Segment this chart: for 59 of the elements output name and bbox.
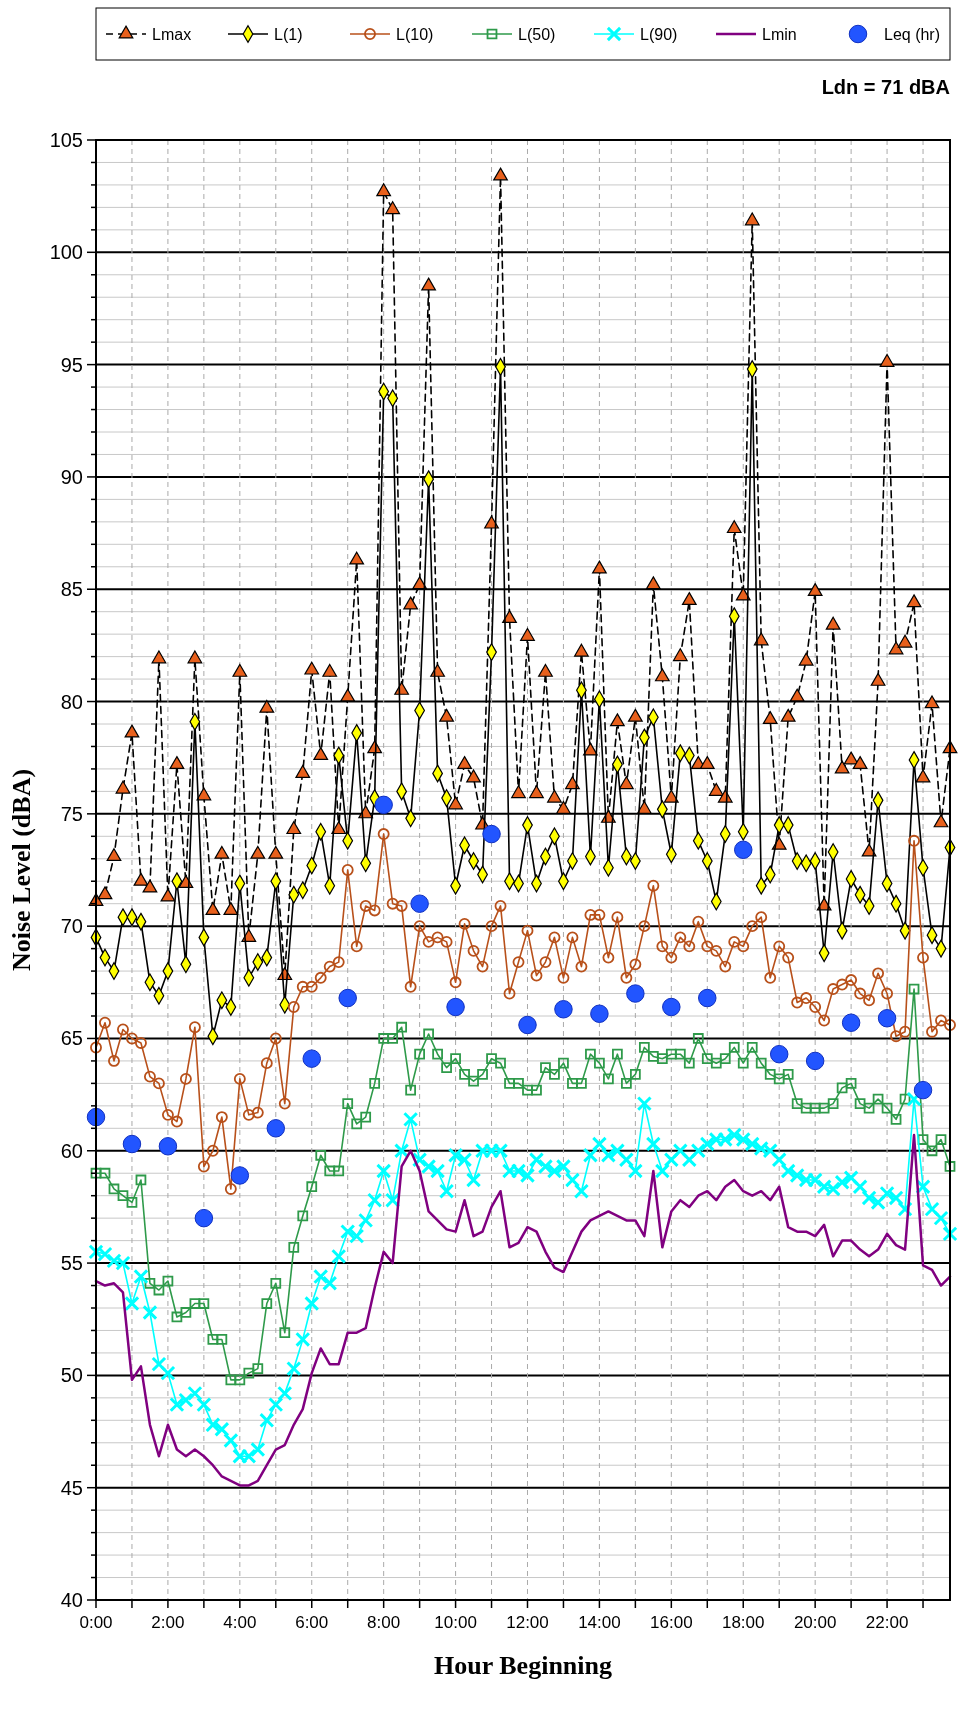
x-axis-title: Hour Beginning [434, 1651, 612, 1680]
y-tick-label: 100 [49, 241, 83, 264]
point [410, 894, 429, 913]
point [626, 984, 645, 1003]
point [662, 997, 681, 1017]
x-tick-label: 6:00 [295, 1613, 329, 1632]
point [482, 824, 501, 844]
y-tick-label: 95 [60, 353, 83, 376]
legend-label: Leq (hr) [884, 25, 941, 43]
legend-label: L(1) [274, 25, 303, 43]
y-tick-label: 55 [60, 1252, 83, 1275]
point [805, 1051, 825, 1071]
point [841, 1013, 861, 1032]
point [374, 795, 393, 815]
legend-label: L(50) [518, 25, 556, 43]
y-tick-label: 70 [60, 915, 83, 938]
legend-label: L(90) [640, 25, 678, 43]
point [518, 1015, 537, 1035]
y-axis-title: Noise Level (dBA) [7, 768, 36, 972]
y-tick-label: 80 [60, 690, 83, 713]
y-tick-label: 90 [60, 465, 83, 488]
y-tick-label: 60 [60, 1139, 83, 1162]
point [338, 988, 357, 1008]
text: Ldn = 71 dBA [821, 76, 950, 98]
legend-label: Lmax [152, 25, 192, 43]
x-tick-label: 0:00 [79, 1613, 113, 1632]
point [913, 1080, 933, 1100]
x-tick-label: 2:00 [151, 1613, 185, 1632]
point [122, 1134, 142, 1154]
y-tick-label: 50 [60, 1364, 83, 1387]
point [194, 1208, 214, 1228]
point [446, 997, 465, 1017]
point [734, 840, 753, 860]
x-tick-label: 20:00 [793, 1613, 837, 1632]
point [230, 1166, 250, 1185]
y-tick-label: 40 [60, 1589, 83, 1611]
legend-label: Lmin [762, 25, 797, 43]
point [698, 988, 717, 1008]
x-tick-label: 8:00 [367, 1613, 401, 1632]
x-tick-label: 16:00 [650, 1613, 693, 1632]
x-tick-label: 22:00 [865, 1613, 909, 1632]
point [302, 1049, 321, 1068]
point [158, 1137, 178, 1156]
y-tick-label: 75 [60, 802, 83, 825]
x-tick-label: 12:00 [506, 1613, 549, 1632]
x-tick-label: 14:00 [578, 1613, 621, 1632]
point [590, 1004, 609, 1023]
point [266, 1119, 286, 1138]
y-tick-label: 105 [49, 129, 83, 151]
point [877, 1009, 897, 1028]
point [769, 1044, 789, 1064]
x-tick-label: 4:00 [223, 1613, 257, 1632]
y-tick-label: 85 [60, 578, 83, 601]
x-tick-label: 18:00 [721, 1613, 765, 1632]
point [554, 1000, 573, 1019]
y-tick-label: 65 [60, 1027, 83, 1050]
x-tick-label: 10:00 [434, 1613, 477, 1632]
y-tick-label: 45 [60, 1476, 83, 1499]
legend-label: L(10) [396, 25, 434, 43]
